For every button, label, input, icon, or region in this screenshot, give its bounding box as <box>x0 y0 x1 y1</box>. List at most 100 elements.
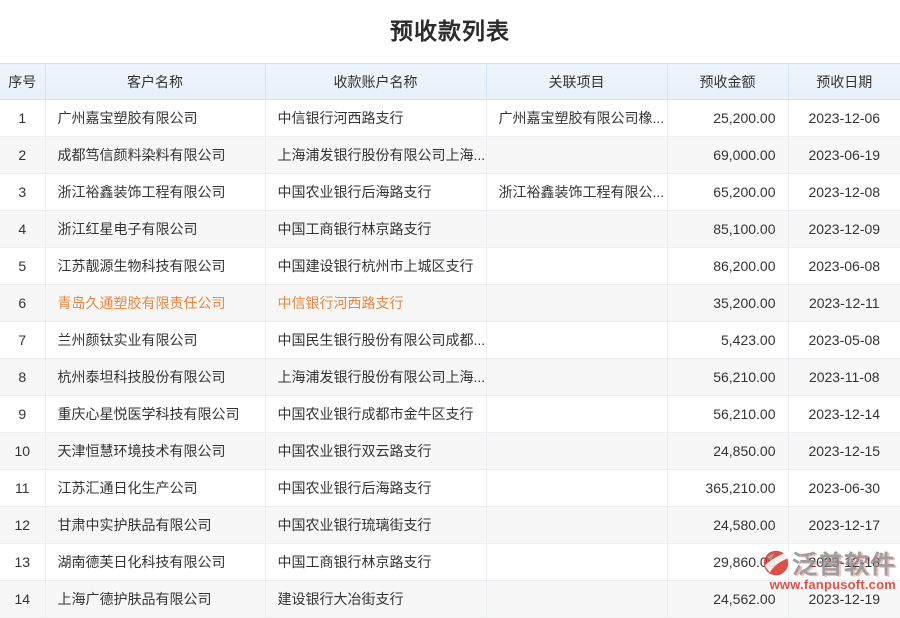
row-number: 6 <box>0 284 46 322</box>
customer-name-link[interactable]: 青岛久通塑胶有限责任公司 <box>44 284 266 322</box>
date-cell: 2023-06-08 <box>787 247 900 285</box>
date-cell: 2023-12-09 <box>787 210 900 248</box>
customer-name-link[interactable]: 广州嘉宝塑胶有限公司 <box>44 99 266 137</box>
amount-cell: 56,210.00 <box>666 395 789 433</box>
project-link[interactable]: 广州嘉宝塑胶有限公司橡... <box>485 99 668 137</box>
amount-cell: 29,860.00 <box>666 543 789 581</box>
project-link[interactable] <box>485 580 668 618</box>
customer-name-link[interactable]: 江苏汇通日化生产公司 <box>44 469 266 507</box>
column-header-project: 关联项目 <box>485 63 668 100</box>
row-number: 7 <box>0 321 46 359</box>
row-number: 12 <box>0 506 46 544</box>
row-number: 8 <box>0 358 46 396</box>
table-row: 4 浙江红星电子有限公司 中国工商银行林京路支行 85,100.00 2023-… <box>0 210 900 248</box>
project-link[interactable] <box>485 395 668 433</box>
column-header-amount: 预收金额 <box>666 63 789 100</box>
project-link[interactable] <box>485 506 668 544</box>
account-name-link[interactable]: 中国建设银行杭州市上城区支行 <box>264 247 487 285</box>
customer-name-link[interactable]: 浙江红星电子有限公司 <box>44 210 266 248</box>
account-name-link[interactable]: 中国农业银行成都市金牛区支行 <box>264 395 487 433</box>
account-name-link[interactable]: 中国工商银行林京路支行 <box>264 543 487 581</box>
amount-cell: 25,200.00 <box>666 99 789 137</box>
project-link[interactable] <box>485 543 668 581</box>
table-row: 12 甘肃中实护肤品有限公司 中国农业银行琉璃街支行 24,580.00 202… <box>0 506 900 544</box>
project-link[interactable] <box>485 136 668 174</box>
project-link[interactable]: 浙江裕鑫装饰工程有限公... <box>485 173 668 211</box>
date-cell: 2023-06-30 <box>787 469 900 507</box>
account-name-link[interactable]: 中国农业银行琉璃街支行 <box>264 506 487 544</box>
account-name-link[interactable]: 中国农业银行后海路支行 <box>264 173 487 211</box>
customer-name-link[interactable]: 成都笃信颜料染料有限公司 <box>44 136 266 174</box>
customer-name-link[interactable]: 湖南德芙日化科技有限公司 <box>44 543 266 581</box>
date-cell: 2023-12-19 <box>787 580 900 618</box>
date-cell: 2023-05-08 <box>787 321 900 359</box>
amount-cell: 24,850.00 <box>666 432 789 470</box>
date-cell: 2023-12-17 <box>787 506 900 544</box>
customer-name-link[interactable]: 甘肃中实护肤品有限公司 <box>44 506 266 544</box>
date-cell: 2023-12-11 <box>787 284 900 322</box>
table-row: 7 兰州颜钛实业有限公司 中国民生银行股份有限公司成都... 5,423.00 … <box>0 321 900 359</box>
account-name-link[interactable]: 中国民生银行股份有限公司成都... <box>264 321 487 359</box>
amount-cell: 365,210.00 <box>666 469 789 507</box>
account-name-link[interactable]: 中国农业银行双云路支行 <box>264 432 487 470</box>
date-cell: 2023-06-19 <box>787 136 900 174</box>
table-row: 5 江苏靓源生物科技有限公司 中国建设银行杭州市上城区支行 86,200.00 … <box>0 247 900 285</box>
table-row: 2 成都笃信颜料染料有限公司 上海浦发银行股份有限公司上海... 69,000.… <box>0 136 900 174</box>
date-cell: 2023-12-06 <box>787 99 900 137</box>
date-cell: 2023-12-14 <box>787 395 900 433</box>
account-name-link[interactable]: 中国农业银行后海路支行 <box>264 469 487 507</box>
table-body: 1 广州嘉宝塑胶有限公司 中信银行河西路支行 广州嘉宝塑胶有限公司橡... 25… <box>0 99 900 618</box>
column-header-date: 预收日期 <box>787 63 900 100</box>
amount-cell: 69,000.00 <box>666 136 789 174</box>
row-number: 9 <box>0 395 46 433</box>
account-name-link[interactable]: 上海浦发银行股份有限公司上海... <box>264 136 487 174</box>
project-link[interactable] <box>485 321 668 359</box>
column-header-account: 收款账户名称 <box>264 63 487 100</box>
customer-name-link[interactable]: 兰州颜钛实业有限公司 <box>44 321 266 359</box>
row-number: 11 <box>0 469 46 507</box>
table-header: 序号 客户名称 收款账户名称 关联项目 预收金额 预收日期 <box>0 63 900 100</box>
account-name-link[interactable]: 中国工商银行林京路支行 <box>264 210 487 248</box>
customer-name-link[interactable]: 江苏靓源生物科技有限公司 <box>44 247 266 285</box>
table-row: 14 上海广德护肤品有限公司 建设银行大冶街支行 24,562.00 2023-… <box>0 580 900 618</box>
row-number: 5 <box>0 247 46 285</box>
table-row: 3 浙江裕鑫装饰工程有限公司 中国农业银行后海路支行 浙江裕鑫装饰工程有限公..… <box>0 173 900 211</box>
project-link[interactable] <box>485 247 668 285</box>
customer-name-link[interactable]: 浙江裕鑫装饰工程有限公司 <box>44 173 266 211</box>
customer-name-link[interactable]: 杭州泰坦科技股份有限公司 <box>44 358 266 396</box>
project-link[interactable] <box>485 284 668 322</box>
customer-name-link[interactable]: 重庆心星悦医学科技有限公司 <box>44 395 266 433</box>
amount-cell: 56,210.00 <box>666 358 789 396</box>
row-number: 13 <box>0 543 46 581</box>
account-name-link[interactable]: 中信银行河西路支行 <box>264 284 487 322</box>
customer-name-link[interactable]: 上海广德护肤品有限公司 <box>44 580 266 618</box>
amount-cell: 85,100.00 <box>666 210 789 248</box>
amount-cell: 86,200.00 <box>666 247 789 285</box>
account-name-link[interactable]: 建设银行大冶街支行 <box>264 580 487 618</box>
project-link[interactable] <box>485 432 668 470</box>
table-row: 10 天津恒慧环境技术有限公司 中国农业银行双云路支行 24,850.00 20… <box>0 432 900 470</box>
row-number: 2 <box>0 136 46 174</box>
account-name-link[interactable]: 中信银行河西路支行 <box>264 99 487 137</box>
project-link[interactable] <box>485 210 668 248</box>
project-link[interactable] <box>485 358 668 396</box>
customer-name-link[interactable]: 天津恒慧环境技术有限公司 <box>44 432 266 470</box>
page-title: 预收款列表 <box>390 18 510 44</box>
amount-cell: 35,200.00 <box>666 284 789 322</box>
project-link[interactable] <box>485 469 668 507</box>
row-number: 3 <box>0 173 46 211</box>
row-number: 4 <box>0 210 46 248</box>
table-row: 11 江苏汇通日化生产公司 中国农业银行后海路支行 365,210.00 202… <box>0 469 900 507</box>
table-row: 13 湖南德芙日化科技有限公司 中国工商银行林京路支行 29,860.00 20… <box>0 543 900 581</box>
date-cell: 2023-12-18 <box>787 543 900 581</box>
account-name-link[interactable]: 上海浦发银行股份有限公司上海... <box>264 358 487 396</box>
amount-cell: 5,423.00 <box>666 321 789 359</box>
column-header-customer: 客户名称 <box>44 63 266 100</box>
table-row: 9 重庆心星悦医学科技有限公司 中国农业银行成都市金牛区支行 56,210.00… <box>0 395 900 433</box>
date-cell: 2023-11-08 <box>787 358 900 396</box>
table-row: 8 杭州泰坦科技股份有限公司 上海浦发银行股份有限公司上海... 56,210.… <box>0 358 900 396</box>
advance-receipts-table: 序号 客户名称 收款账户名称 关联项目 预收金额 预收日期 1 广州嘉宝塑胶有限… <box>0 63 900 618</box>
date-cell: 2023-12-08 <box>787 173 900 211</box>
amount-cell: 65,200.00 <box>666 173 789 211</box>
table-row: 1 广州嘉宝塑胶有限公司 中信银行河西路支行 广州嘉宝塑胶有限公司橡... 25… <box>0 99 900 137</box>
